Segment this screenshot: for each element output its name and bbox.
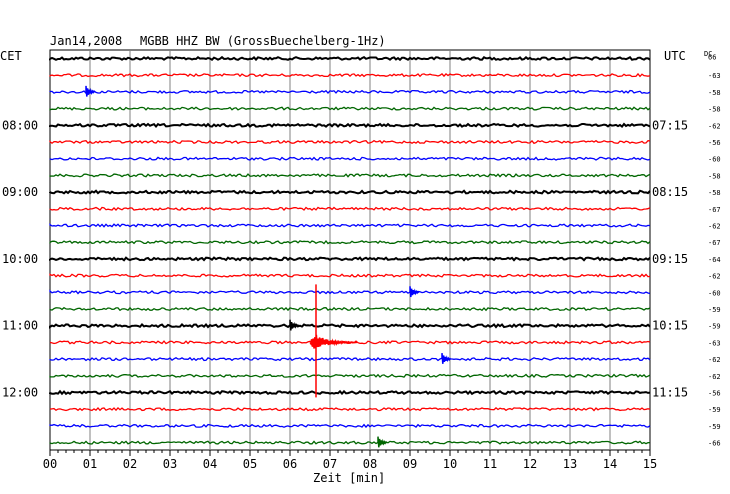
- x-tick-label: 03: [163, 457, 177, 471]
- cet-hour-label: 09:00: [2, 185, 38, 199]
- dc-offset-label: -58: [708, 106, 721, 114]
- x-tick-label: 13: [563, 457, 577, 471]
- event-waveform: [85, 85, 96, 97]
- event-waveform: [309, 334, 358, 349]
- dc-offset-label: -62: [708, 356, 721, 364]
- trace-row: [49, 373, 651, 379]
- utc-hour-label: 09:15: [652, 252, 688, 266]
- trace-row: [49, 389, 651, 396]
- trace-row: [49, 322, 651, 329]
- x-tick-label: 01: [83, 457, 97, 471]
- x-tick-label: 14: [603, 457, 617, 471]
- dc-offset-label: -60: [708, 289, 721, 297]
- x-tick-label: 11: [483, 457, 497, 471]
- dc-offset-label: -58: [708, 189, 721, 197]
- x-axis-title: Zeit [min]: [313, 471, 385, 485]
- event-waveform: [377, 436, 388, 448]
- x-tick-label: 06: [283, 457, 297, 471]
- trace-row: [49, 106, 651, 111]
- trace-row: [49, 340, 651, 345]
- utc-hour-label: 07:15: [652, 118, 688, 132]
- minute-grid: [89, 50, 611, 450]
- dc-offset-label: -59: [708, 323, 721, 331]
- x-tick-label: 12: [523, 457, 537, 471]
- dc-offset-label: -59: [708, 406, 721, 414]
- plot-frame: [49, 49, 651, 451]
- trace-rows: [49, 55, 651, 445]
- station-label: MGBB HHZ BW (GrossBuechelberg-1Hz): [140, 34, 386, 48]
- dc-offset-label: -59: [708, 423, 721, 431]
- dc-offset-label: -56: [708, 390, 721, 398]
- trace-row: [49, 406, 651, 412]
- dc-offset-label: -58: [708, 89, 721, 97]
- x-tick-label: 07: [323, 457, 337, 471]
- dc-offset-label: -66: [708, 440, 721, 448]
- x-tick-label: 15: [643, 457, 657, 471]
- trace-row: [49, 306, 651, 312]
- x-tick-label: 02: [123, 457, 137, 471]
- dc-offset-labels: 66 -63 -58 -58 -62 -56 -60 -58 -58 -67 -62 -67 -64 -6…: [708, 54, 721, 448]
- x-tick-label: 00: [43, 457, 57, 471]
- trace-row: [49, 72, 651, 78]
- trace-row: [49, 289, 651, 295]
- dc-offset-label: 66: [708, 54, 716, 62]
- dc-offset-label: -59: [708, 306, 721, 314]
- x-axis: 00 01 02 03 04 05 06 07 08 09 10 11 12 13 14 15: [43, 450, 657, 471]
- dc-offset-label: -67: [708, 239, 721, 247]
- dc-offset-label: -62: [708, 273, 721, 281]
- cet-label: CET: [0, 49, 22, 63]
- dc-offset-label: -67: [708, 206, 721, 214]
- dc-label: DC: [704, 50, 712, 58]
- trace-row: [49, 55, 651, 62]
- cet-hour-label: 12:00: [2, 386, 38, 400]
- trace-row: [49, 139, 651, 145]
- dc-offset-label: -63: [708, 339, 721, 347]
- trace-row: [49, 256, 651, 262]
- cet-hour-label: 08:00: [2, 118, 38, 132]
- trace-row: [49, 356, 651, 362]
- trace-row: [49, 156, 651, 161]
- trace-row: [49, 173, 651, 178]
- dc-offset-label: -63: [708, 72, 721, 80]
- dc-offset-label: -62: [708, 373, 721, 381]
- dc-offset-label: -64: [708, 256, 721, 264]
- cet-hour-label: 11:00: [2, 319, 38, 333]
- event-waveform: [409, 286, 420, 298]
- trace-row: [49, 273, 651, 278]
- x-tick-label: 04: [203, 457, 217, 471]
- x-tick-label: 08: [363, 457, 377, 471]
- utc-hour-label: 10:15: [652, 319, 688, 333]
- event-waveform: [289, 319, 300, 331]
- dc-offset-label: -62: [708, 223, 721, 231]
- utc-label: UTC: [664, 49, 686, 63]
- seismic-events: [85, 85, 452, 448]
- hour-labels: 08:00 09:00 10:00 11:00 12:00 07:15 08:15 09:15…: [2, 118, 688, 399]
- x-tick-label: 10: [443, 457, 457, 471]
- dc-offset-label: -62: [708, 122, 721, 130]
- dc-offset-label: -56: [708, 139, 721, 147]
- utc-hour-label: 11:15: [652, 386, 688, 400]
- x-tick-label: 05: [243, 457, 257, 471]
- trace-row: [49, 122, 651, 129]
- trace-row: [49, 440, 651, 445]
- date-label: Jan14,2008: [50, 34, 122, 48]
- trace-row: [49, 239, 651, 245]
- trace-row: [49, 89, 651, 94]
- trace-row: [49, 206, 651, 211]
- trace-row: [49, 423, 651, 429]
- x-tick-label: 09: [403, 457, 417, 471]
- utc-hour-label: 08:15: [652, 185, 688, 199]
- event-waveform: [441, 353, 452, 364]
- cet-hour-label: 10:00: [2, 252, 38, 266]
- trace-row: [49, 189, 651, 195]
- trace-row: [49, 223, 651, 228]
- dc-offset-label: -58: [708, 172, 721, 180]
- dc-offset-label: -60: [708, 156, 721, 164]
